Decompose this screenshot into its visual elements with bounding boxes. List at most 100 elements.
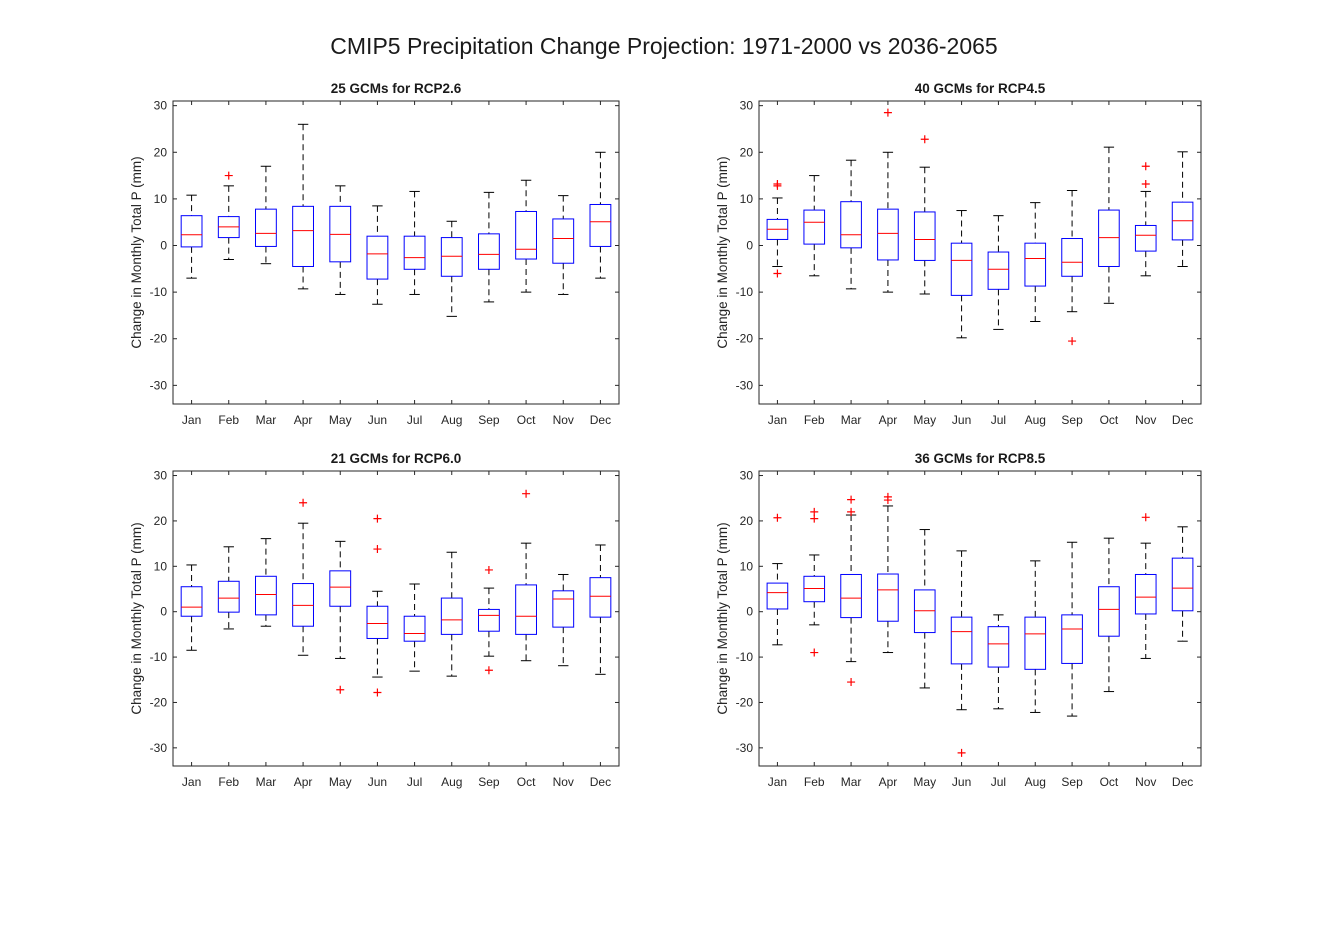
y-tick-label: 30 xyxy=(740,99,754,113)
box-sep xyxy=(478,565,500,675)
iqr-box xyxy=(589,203,612,247)
iqr-box xyxy=(913,211,936,261)
box-mar xyxy=(255,538,277,627)
outlier-marker xyxy=(810,648,819,657)
iqr-box xyxy=(766,582,789,610)
x-tick-label: Nov xyxy=(1135,775,1156,789)
outlier-marker xyxy=(810,514,819,523)
outlier-marker xyxy=(1068,337,1077,346)
box-sep xyxy=(1061,541,1083,717)
x-tick-label: Aug xyxy=(1025,413,1046,427)
iqr-box xyxy=(589,577,612,618)
y-tick-label: -10 xyxy=(150,650,168,664)
iqr-box xyxy=(987,251,1010,290)
box-jan xyxy=(180,194,203,279)
iqr-box xyxy=(180,215,203,248)
box-apr xyxy=(292,498,314,656)
box-dec xyxy=(1171,526,1194,642)
iqr-box xyxy=(180,586,203,617)
iqr-box xyxy=(255,208,277,247)
x-tick-label: Apr xyxy=(879,775,898,789)
box-dec xyxy=(589,544,612,675)
x-tick-label: Mar xyxy=(841,775,862,789)
outlier-marker xyxy=(1141,513,1150,522)
outlier-marker xyxy=(484,666,493,675)
panel-title: 40 GCMs for RCP4.5 xyxy=(915,81,1046,96)
box-may xyxy=(329,185,352,295)
outlier-marker xyxy=(847,678,856,687)
x-tick-label: Jul xyxy=(407,775,422,789)
y-tick-label: -30 xyxy=(736,741,754,755)
x-tick-label: Jul xyxy=(407,413,422,427)
box-jan xyxy=(180,564,203,651)
iqr-box xyxy=(440,237,463,277)
panel-3: 21 GCMs for RCP6.0 Change in Monthly Tota… xyxy=(129,451,620,789)
y-tick-label: 10 xyxy=(740,559,754,573)
x-tick-label: Feb xyxy=(804,413,825,427)
outlier-marker xyxy=(373,688,382,697)
iqr-box xyxy=(1024,242,1047,287)
iqr-box xyxy=(1061,614,1083,664)
x-tick-label: Apr xyxy=(294,413,313,427)
y-tick-label: -30 xyxy=(736,378,754,392)
box-sep xyxy=(1061,190,1083,346)
box-oct xyxy=(1098,146,1120,304)
panel-title: 36 GCMs for RCP8.5 xyxy=(915,451,1046,466)
iqr-box xyxy=(1098,209,1120,267)
x-tick-label: Sep xyxy=(478,775,500,789)
box-may xyxy=(913,529,936,689)
box-jan xyxy=(766,513,789,646)
box-jun xyxy=(366,205,389,305)
box-mar xyxy=(840,495,862,687)
x-tick-label: Nov xyxy=(553,413,574,427)
iqr-box xyxy=(515,584,537,635)
box-feb xyxy=(217,546,240,630)
y-tick-label: 10 xyxy=(154,559,168,573)
x-tick-label: Feb xyxy=(218,775,239,789)
y-tick-label: -20 xyxy=(736,332,754,346)
x-tick-label: Dec xyxy=(1172,413,1193,427)
x-tick-label: Oct xyxy=(1100,775,1119,789)
panel-title: 25 GCMs for RCP2.6 xyxy=(331,81,462,96)
figure-title: CMIP5 Precipitation Change Projection: 1… xyxy=(330,33,998,59)
iqr-box xyxy=(1061,238,1083,277)
iqr-box xyxy=(366,235,389,280)
box-mar xyxy=(840,159,862,290)
y-tick-label: -10 xyxy=(736,650,754,664)
x-tick-label: Jul xyxy=(991,413,1006,427)
iqr-box xyxy=(950,242,973,296)
panel-title: 21 GCMs for RCP6.0 xyxy=(331,451,462,466)
x-tick-label: May xyxy=(913,775,936,789)
y-tick-label: 30 xyxy=(740,469,754,483)
y-tick-label: 10 xyxy=(154,192,168,206)
y-tick-label: 30 xyxy=(154,469,168,483)
box-jul xyxy=(403,583,426,672)
box-apr xyxy=(292,123,314,290)
outlier-marker xyxy=(920,135,929,144)
x-tick-label: Sep xyxy=(478,413,500,427)
iqr-box xyxy=(1134,573,1157,615)
x-tick-label: Aug xyxy=(441,413,462,427)
iqr-box xyxy=(1098,586,1120,637)
y-tick-label: 0 xyxy=(160,239,167,253)
box-aug xyxy=(1024,560,1047,713)
iqr-box xyxy=(217,580,240,613)
box-feb xyxy=(803,175,826,277)
y-axis-label: Change in Monthly Total P (mm) xyxy=(129,522,144,714)
x-tick-label: Jan xyxy=(768,775,787,789)
x-tick-label: Jun xyxy=(952,413,971,427)
y-tick-label: 0 xyxy=(160,605,167,619)
iqr-box xyxy=(840,573,862,619)
box-jun xyxy=(950,210,973,339)
box-nov xyxy=(552,573,575,667)
box-oct xyxy=(515,489,537,662)
x-tick-label: Feb xyxy=(804,775,825,789)
box-jan xyxy=(766,179,789,278)
x-tick-label: May xyxy=(913,413,936,427)
x-tick-label: Jun xyxy=(368,413,387,427)
iqr-box xyxy=(403,615,426,642)
iqr-box xyxy=(803,209,826,245)
outlier-marker xyxy=(773,269,782,278)
x-tick-label: Apr xyxy=(294,775,313,789)
outlier-marker xyxy=(373,545,382,554)
